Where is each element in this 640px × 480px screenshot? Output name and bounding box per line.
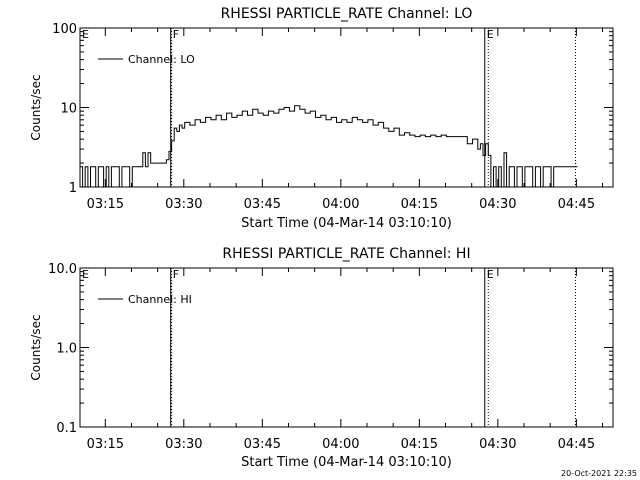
y-tick-label: 1 (69, 181, 77, 196)
x-tick-label: 03:30 (165, 437, 202, 452)
marker-label: E (82, 268, 89, 281)
x-axis-label: Start Time (04-Mar-14 03:10:10) (241, 455, 452, 470)
x-tick-label: 03:15 (87, 437, 124, 452)
chart-panel-1: RHESSI PARTICLE_RATE Channel: LO Start Ti… (29, 6, 614, 231)
y-tick-label: 10.0 (48, 262, 77, 277)
x-tick-label: 03:15 (87, 197, 124, 212)
y-tick-label: 1.0 (56, 342, 77, 357)
y-tick-label: 100 (52, 22, 77, 37)
x-tick-label: 04:30 (479, 437, 516, 452)
y-axis-label: Counts/sec (29, 314, 43, 380)
marker-label: E (487, 28, 494, 41)
marker-label: E (82, 28, 89, 41)
x-tick-label: 04:45 (558, 437, 595, 452)
x-axis-label: Start Time (04-Mar-14 03:10:10) (241, 216, 452, 231)
footer-timestamp: 20-Oct-2021 22:35 (561, 469, 637, 478)
marker-label: F (173, 268, 179, 281)
chart-title: RHESSI PARTICLE_RATE Channel: LO (221, 6, 473, 22)
y-tick-label: 0.1 (56, 421, 77, 436)
x-tick-label: 03:45 (244, 197, 281, 212)
legend-entry: Channel: HI (128, 293, 192, 306)
x-tick-label: 04:30 (479, 197, 516, 212)
x-tick-label: 03:45 (244, 437, 281, 452)
y-axis-label: Counts/sec (29, 74, 43, 140)
plot-frame (79, 267, 614, 428)
x-tick-label: 04:15 (401, 437, 438, 452)
marker-label: E (487, 268, 494, 281)
chart-title: RHESSI PARTICLE_RATE Channel: HI (222, 246, 470, 262)
marker-label: F (173, 28, 179, 41)
chart-panel-2: RHESSI PARTICLE_RATE Channel: HI Start Ti… (29, 246, 614, 470)
x-tick-label: 03:30 (165, 197, 202, 212)
charts-container: RHESSI PARTICLE_RATE Channel: LO Start Ti… (29, 6, 614, 470)
x-tick-label: 04:15 (401, 197, 438, 212)
x-tick-label: 04:00 (322, 437, 359, 452)
y-tick-label: 10 (60, 102, 77, 117)
x-tick-label: 04:00 (322, 197, 359, 212)
legend-entry: Channel: LO (128, 53, 195, 66)
x-tick-label: 04:45 (558, 197, 595, 212)
series-line-1 (80, 105, 578, 188)
